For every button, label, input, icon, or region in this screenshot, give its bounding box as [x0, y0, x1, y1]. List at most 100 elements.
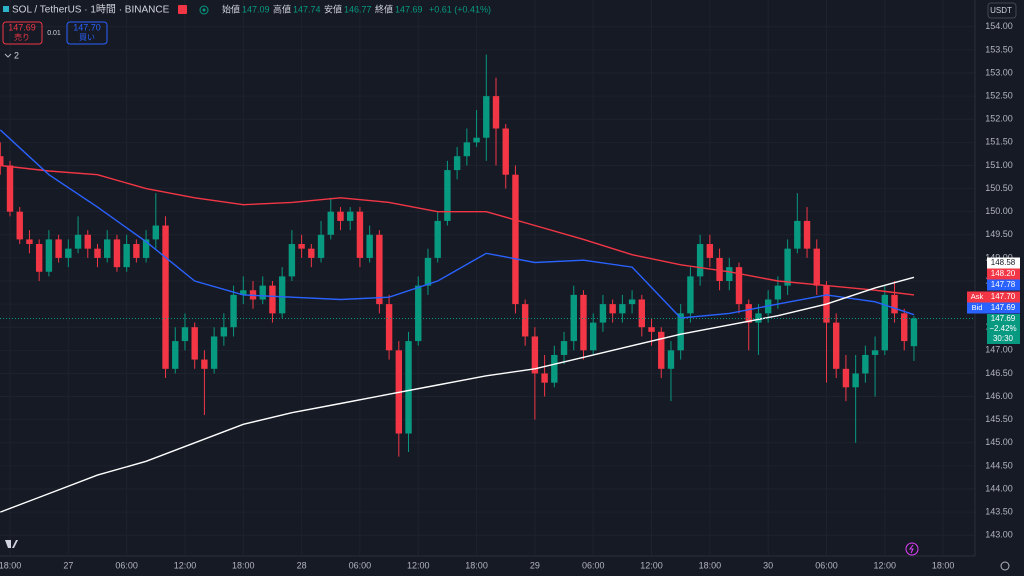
tag-prefix-box — [967, 291, 987, 303]
x-tick-label: 29 — [530, 560, 540, 570]
candle-body — [502, 128, 509, 175]
moving-average — [0, 164, 915, 296]
x-tick-label: 12:00 — [874, 560, 897, 570]
buy-button[interactable] — [66, 21, 108, 45]
quote-label: 高値 — [273, 3, 291, 14]
price-tag — [987, 279, 1020, 291]
x-tick-label: 12:00 — [407, 560, 430, 570]
candle-body — [813, 248, 820, 286]
x-tick-label: 18:00 — [232, 560, 255, 570]
sell-button[interactable] — [2, 21, 43, 45]
candle-body — [278, 276, 286, 314]
moving-average — [0, 129, 915, 319]
quote-value: 147.69 — [395, 4, 423, 14]
price-tag — [987, 302, 1020, 314]
candle-body — [667, 350, 675, 369]
candle-body — [240, 290, 247, 295]
indicator-count[interactable]: 2 — [14, 50, 19, 60]
tag-prefix-box — [967, 302, 987, 314]
alert-icon[interactable] — [905, 542, 919, 556]
candle-body — [833, 322, 840, 369]
candle-body — [26, 239, 33, 245]
candle-body — [473, 137, 480, 143]
alert-bolt — [909, 544, 914, 554]
x-tick-label: 06:00 — [115, 560, 138, 570]
candle-body — [16, 211, 23, 240]
candle-body — [716, 257, 723, 282]
quote-value: 146.77 — [344, 4, 372, 14]
candle-body — [424, 257, 432, 286]
candle-body — [726, 267, 733, 282]
x-tick-label: 18:00 — [699, 560, 722, 570]
y-tick-label: 153.00 — [985, 67, 1013, 77]
collapse-icon[interactable] — [4, 53, 12, 58]
price-tag-label: 147.69 — [991, 303, 1016, 312]
candle-body — [580, 294, 587, 351]
price-tag-label: 148.20 — [991, 269, 1016, 278]
candle-body — [347, 211, 354, 221]
candle-body — [152, 225, 160, 240]
candle-body — [385, 304, 393, 351]
y-tick-label: 146.00 — [985, 391, 1013, 401]
candle-body — [648, 327, 655, 332]
candle-body — [492, 96, 500, 129]
buy-price: 147.70 — [73, 22, 101, 32]
candle-body — [259, 285, 266, 300]
candle-body — [862, 354, 869, 374]
price-tag-label: 147.70 — [991, 292, 1016, 301]
moving-average — [0, 276, 915, 513]
candle-body — [677, 313, 684, 351]
flag[interactable] — [178, 5, 187, 14]
candle-body — [541, 373, 548, 383]
price-tag-label: 147.78 — [991, 280, 1016, 289]
countdown: 30:30 — [993, 334, 1014, 343]
candle-body — [6, 165, 14, 212]
x-tick-label: 30 — [763, 560, 773, 570]
candle-body — [910, 318, 918, 347]
symbol: SOL / TetherUS · 1時間 · BINANCE — [12, 4, 170, 16]
y-tick-label: 153.50 — [985, 44, 1013, 54]
candle-body — [891, 294, 898, 314]
candle-body — [599, 304, 607, 323]
buy-label: 買い — [79, 33, 95, 42]
candle-body — [65, 248, 72, 258]
candle-body — [113, 239, 121, 268]
y-tick-label: 143.50 — [985, 506, 1013, 516]
trade-panel: 147.69 売り 0.01 147.70 買い 2 — [2, 21, 108, 60]
y-tick-label: 145.50 — [985, 414, 1013, 424]
candle-body — [638, 299, 646, 328]
tag-prefix: Ask — [971, 292, 984, 301]
x-tick-label: 27 — [63, 560, 73, 570]
candle-body — [735, 267, 743, 305]
candle-body — [172, 341, 179, 369]
y-tick-label: 151.00 — [985, 160, 1013, 170]
candle-body — [696, 244, 704, 277]
candle-body — [901, 313, 908, 342]
candle-body — [0, 156, 4, 166]
candle-body — [706, 244, 714, 258]
candle-body — [658, 331, 665, 369]
quote-label: 始値 — [222, 3, 240, 14]
candle-body — [230, 294, 237, 328]
settings-icon[interactable] — [1000, 561, 1010, 571]
candle-body — [531, 336, 539, 374]
candle-body — [366, 234, 373, 258]
y-tick-label: 152.50 — [985, 91, 1013, 101]
candle-body — [405, 341, 412, 434]
candle-body — [181, 327, 189, 342]
y-tick-label: 149.00 — [985, 252, 1013, 262]
y-tick-label: 143.00 — [985, 530, 1013, 540]
candle-body — [803, 220, 811, 249]
price-tag — [987, 257, 1020, 269]
candle-body — [376, 234, 383, 305]
candle-body — [133, 244, 140, 258]
candle-body — [774, 285, 782, 300]
price-tag-label: 148.58 — [991, 258, 1016, 267]
currency-button[interactable] — [987, 2, 1017, 19]
quote-change: +0.61 (+0.41%) — [429, 4, 491, 14]
y-tick-label: 151.50 — [985, 137, 1013, 147]
sell-price: 147.69 — [8, 22, 36, 32]
y-tick-label: 152.00 — [985, 114, 1013, 124]
x-tick-label: 18:00 — [465, 560, 488, 570]
